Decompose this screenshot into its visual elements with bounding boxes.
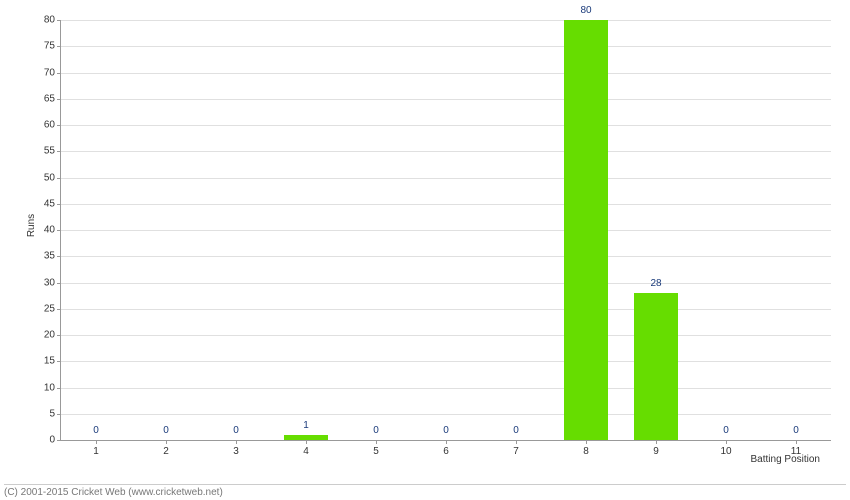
y-tick-mark <box>57 178 61 179</box>
y-tick-mark <box>57 151 61 152</box>
bar <box>634 293 677 440</box>
x-tick-mark <box>166 440 167 444</box>
x-tick-label: 6 <box>443 446 449 457</box>
y-tick-mark <box>57 414 61 415</box>
y-tick-label: 65 <box>31 93 55 104</box>
chart-container: 0510152025303540455055606570758001020314… <box>40 10 830 460</box>
y-tick-label: 30 <box>31 277 55 288</box>
y-tick-label: 75 <box>31 41 55 52</box>
value-label: 0 <box>163 425 169 436</box>
y-tick-mark <box>57 99 61 100</box>
value-label: 0 <box>443 425 449 436</box>
y-tick-label: 35 <box>31 251 55 262</box>
value-label: 0 <box>513 425 519 436</box>
gridline <box>61 46 831 47</box>
x-tick-label: 1 <box>93 446 99 457</box>
y-tick-label: 55 <box>31 146 55 157</box>
value-label: 1 <box>303 420 309 431</box>
y-tick-mark <box>57 204 61 205</box>
y-tick-mark <box>57 20 61 21</box>
x-tick-mark <box>726 440 727 444</box>
x-tick-label: 4 <box>303 446 309 457</box>
y-tick-mark <box>57 256 61 257</box>
x-axis-label: Batting Position <box>751 454 821 465</box>
x-tick-mark <box>376 440 377 444</box>
y-tick-label: 25 <box>31 303 55 314</box>
y-tick-label: 5 <box>31 408 55 419</box>
y-tick-label: 50 <box>31 172 55 183</box>
y-tick-label: 70 <box>31 67 55 78</box>
gridline <box>61 20 831 21</box>
gridline <box>61 73 831 74</box>
x-tick-mark <box>236 440 237 444</box>
plot-area: 0510152025303540455055606570758001020314… <box>60 20 831 441</box>
gridline <box>61 414 831 415</box>
y-tick-mark <box>57 46 61 47</box>
gridline <box>61 125 831 126</box>
y-tick-label: 20 <box>31 330 55 341</box>
value-label: 0 <box>373 425 379 436</box>
gridline <box>61 99 831 100</box>
value-label: 0 <box>723 425 729 436</box>
y-tick-label: 15 <box>31 356 55 367</box>
x-tick-label: 5 <box>373 446 379 457</box>
y-tick-label: 10 <box>31 382 55 393</box>
x-tick-mark <box>586 440 587 444</box>
x-tick-label: 10 <box>720 446 731 457</box>
y-tick-mark <box>57 230 61 231</box>
y-tick-mark <box>57 309 61 310</box>
y-tick-mark <box>57 283 61 284</box>
x-tick-mark <box>446 440 447 444</box>
y-axis-label: Runs <box>26 214 37 237</box>
x-tick-label: 2 <box>163 446 169 457</box>
y-tick-label: 0 <box>31 435 55 446</box>
x-tick-mark <box>796 440 797 444</box>
x-tick-mark <box>306 440 307 444</box>
value-label: 0 <box>233 425 239 436</box>
y-tick-mark <box>57 125 61 126</box>
value-label: 80 <box>580 5 591 16</box>
gridline <box>61 361 831 362</box>
bar <box>564 20 607 440</box>
value-label: 0 <box>793 425 799 436</box>
gridline <box>61 283 831 284</box>
gridline <box>61 335 831 336</box>
gridline <box>61 388 831 389</box>
x-tick-mark <box>516 440 517 444</box>
y-tick-mark <box>57 73 61 74</box>
value-label: 28 <box>650 278 661 289</box>
gridline <box>61 151 831 152</box>
y-tick-mark <box>57 388 61 389</box>
x-tick-label: 7 <box>513 446 519 457</box>
y-tick-label: 60 <box>31 120 55 131</box>
x-tick-label: 8 <box>583 446 589 457</box>
x-tick-mark <box>96 440 97 444</box>
footer-copyright: (C) 2001-2015 Cricket Web (www.cricketwe… <box>4 484 846 498</box>
gridline <box>61 256 831 257</box>
gridline <box>61 178 831 179</box>
gridline <box>61 204 831 205</box>
y-tick-label: 80 <box>31 15 55 26</box>
y-tick-mark <box>57 361 61 362</box>
y-tick-label: 45 <box>31 198 55 209</box>
x-tick-label: 3 <box>233 446 239 457</box>
x-tick-label: 9 <box>653 446 659 457</box>
y-tick-mark <box>57 440 61 441</box>
value-label: 0 <box>93 425 99 436</box>
x-tick-mark <box>656 440 657 444</box>
y-tick-mark <box>57 335 61 336</box>
gridline <box>61 309 831 310</box>
gridline <box>61 230 831 231</box>
